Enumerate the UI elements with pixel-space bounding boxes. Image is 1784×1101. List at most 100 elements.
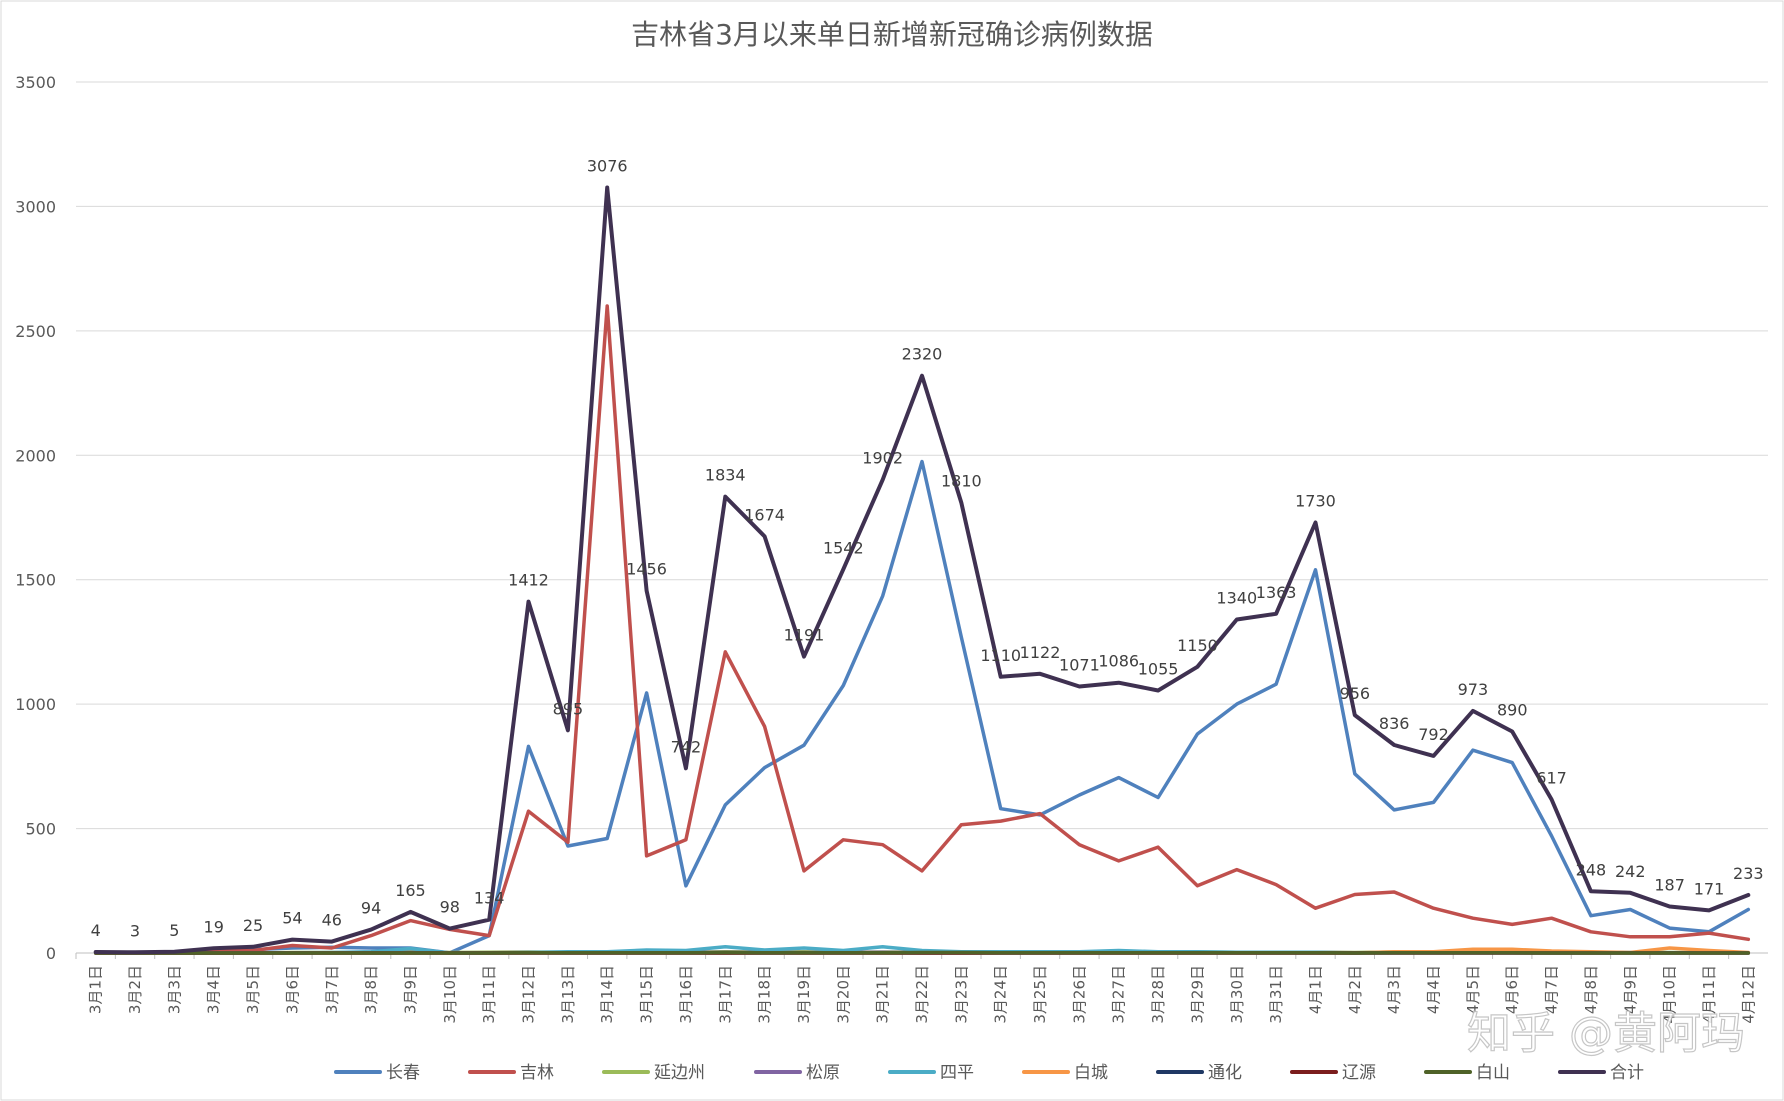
data-label: 3076 [587,157,628,176]
x-tick-label: 3月17日 [716,965,734,1024]
legend-label: 延边州 [654,1063,705,1083]
x-tick-label: 3月16日 [677,965,695,1024]
data-label: 1902 [862,449,903,468]
legend-label: 松原 [806,1063,840,1083]
data-label: 1456 [626,560,667,579]
data-label: 1834 [705,466,746,485]
series-lines [93,185,1751,955]
x-tick-label: 3月26日 [1070,965,1088,1024]
x-tick-label: 3月31日 [1267,965,1285,1024]
data-label: 4 [91,921,101,940]
data-label: 233 [1733,864,1764,883]
data-label: 1730 [1295,491,1336,510]
x-tick-label: 3月24日 [992,965,1010,1024]
x-tick-label: 3月13日 [559,965,577,1024]
data-label: 5 [169,921,179,940]
x-tick-label: 4月7日 [1543,965,1561,1014]
x-tick-label: 4月6日 [1503,965,1521,1014]
y-tick-label: 500 [25,820,56,839]
series-line-白山 [93,950,1751,955]
legend-label: 辽源 [1342,1063,1376,1083]
x-tick-label: 3月2日 [126,965,144,1014]
data-label: 2320 [902,345,943,364]
data-label: 187 [1654,875,1685,894]
x-tick-label: 3月11日 [480,965,498,1024]
x-tick-label: 3月22日 [913,965,931,1024]
x-tick-label: 3月5日 [244,965,262,1014]
data-label: 19 [204,917,224,936]
x-tick-label: 3月7日 [323,965,341,1014]
x-tick-label: 3月21日 [874,965,892,1024]
data-label: 1674 [744,505,785,524]
x-tick-label: 3月14日 [598,965,616,1024]
x-tick-label: 3月10日 [441,965,459,1024]
watermark-text: 知乎 @黄阿玛 [1467,1008,1745,1059]
x-tick-label: 3月23日 [952,965,970,1024]
data-label: 248 [1576,860,1607,879]
data-label: 54 [282,909,302,928]
x-tick-label: 4月9日 [1621,965,1639,1014]
y-tick-label: 1000 [15,695,56,714]
data-label: 165 [395,881,426,900]
x-tick-label: 3月27日 [1110,965,1128,1024]
y-tick-label: 3500 [15,73,56,92]
data-label: 792 [1418,725,1449,744]
data-label: 1191 [784,626,825,645]
data-label: 46 [322,911,342,930]
legend-label: 长春 [386,1063,420,1083]
legend-label: 四平 [940,1063,974,1083]
legend: 长春 吉林 延边州 松原 四平 白城 通化 辽源 白山 合计 [334,1063,1644,1083]
series-line-吉林 [93,304,1751,955]
legend-label: 白城 [1074,1063,1108,1083]
data-label: 171 [1694,879,1725,898]
data-label: 895 [553,699,584,718]
x-tick-label: 3月18日 [756,965,774,1024]
data-label: 1150 [1177,636,1218,655]
legend-label: 通化 [1208,1063,1242,1083]
x-tick-label: 4月12日 [1739,965,1757,1024]
x-tick-label: 3月3日 [165,965,183,1014]
x-tick-label: 3月20日 [834,965,852,1024]
x-tick-label: 3月25日 [1031,965,1049,1024]
y-tick-label: 2000 [15,446,56,465]
data-label: 1110 [980,646,1021,665]
data-label: 890 [1497,701,1528,720]
x-tick-label: 3月28日 [1149,965,1167,1024]
x-tick-label: 3月8日 [362,965,380,1014]
x-tick-label: 3月9日 [401,965,419,1014]
x-tick-label: 3月4日 [205,965,223,1014]
data-label: 1412 [508,571,549,590]
x-tick-label: 4月3日 [1385,965,1403,1014]
series-line-长春 [93,459,1751,955]
x-tick-label: 4月11日 [1700,965,1718,1024]
chart-title: 吉林省3月以来单日新增新冠确诊病例数据 [631,18,1153,51]
x-tick-label: 3月15日 [638,965,656,1024]
y-tick-label: 3000 [15,197,56,216]
data-label: 956 [1340,684,1371,703]
data-label: 25 [243,916,263,935]
data-label: 1340 [1216,589,1257,608]
data-label: 1542 [823,538,864,557]
data-label: 742 [671,737,702,756]
data-label: 1810 [941,472,982,491]
legend-label: 白山 [1476,1063,1510,1083]
data-label: 94 [361,899,381,918]
legend-label: 合计 [1610,1063,1644,1083]
x-tick-label: 3月1日 [87,965,105,1014]
data-label: 134 [474,889,505,908]
data-label: 1086 [1098,652,1139,671]
x-tick-label: 4月2日 [1346,965,1364,1014]
data-label: 1122 [1020,643,1061,662]
x-tick-label: 3月6日 [283,965,301,1014]
data-label: 242 [1615,862,1646,881]
x-tick-label: 4月5日 [1464,965,1482,1014]
x-tick-label: 3月12日 [520,965,538,1024]
series-line-合计 [93,185,1751,955]
x-tick-label: 4月10日 [1661,965,1679,1024]
x-tick-label: 4月1日 [1306,965,1324,1014]
x-tick-label: 3月29日 [1188,965,1206,1024]
legend-label: 吉林 [520,1063,554,1083]
data-label: 973 [1458,680,1489,699]
data-labels: 4 3 5 19 25 54 46 94 165 98 134 1412 895 3076 1456 742 1… [91,157,1764,941]
x-tick-label: 3月30日 [1228,965,1246,1024]
